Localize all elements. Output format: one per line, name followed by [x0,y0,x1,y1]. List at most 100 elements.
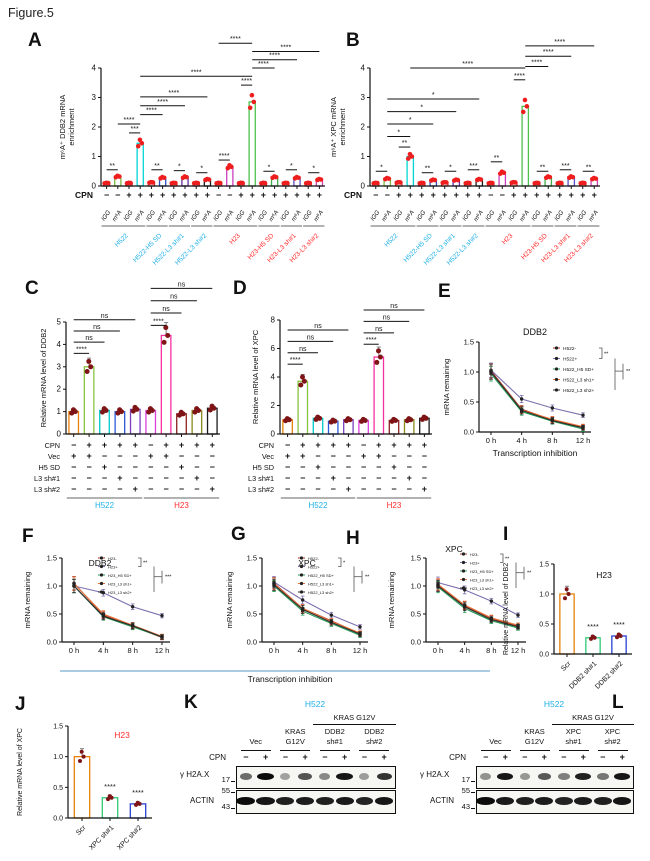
significance-label: ns [375,326,383,333]
y-tick-label: 2 [271,401,276,410]
data-point [462,605,467,609]
significance-label: ** [154,163,160,170]
cpn-value: − [243,752,249,762]
data-point [272,583,276,587]
significance-label: ns [178,281,186,288]
blot-box [476,766,634,789]
data-dot [161,339,167,345]
data-dot [204,176,210,182]
protein-band [359,773,370,780]
x-tick-label: 0 h [433,646,443,655]
condition-row-label: L3 sh#2 [248,485,274,494]
bar [73,756,91,819]
legend-label: H23_L3 sh2+ [470,586,495,591]
condition-value: + [194,473,199,483]
data-dot [135,143,141,149]
condition-row-label: H5 SD [253,463,275,472]
lane-group-label: sh#1 [326,737,343,746]
legend-marker [554,367,559,371]
cpn-value: − [361,752,367,762]
x-tick-label: IGG [369,209,381,222]
panel-letter-k: K [184,692,198,713]
y-axis-label: Relative mRNA level of DDB2 [503,563,510,655]
panel-title: H23 [114,730,130,740]
protein-band [376,773,392,780]
x-tick-label: 12 h [576,436,591,445]
legend-label: H522- [563,346,576,352]
y-tick-label: 1.5 [539,562,549,569]
data-point [329,613,334,617]
significance-bracket [500,553,504,563]
data-dot [520,109,526,115]
condition-value: − [361,462,366,472]
protein-band [537,773,551,780]
data-dot [107,794,112,799]
condition-value: + [407,473,412,483]
significance-label: **** [462,61,473,68]
condition-value: − [346,462,351,472]
x-tick-label: IGG [212,209,224,222]
legend-marker [554,346,559,350]
x-tick-label: 0 h [269,646,279,655]
x-tick-label: m⁶A [518,209,531,223]
lane-group-label: XPC [565,727,582,736]
protein-band [496,797,515,805]
lane-group-label: G12V [524,737,545,746]
data-dot [377,354,383,360]
data-dot [590,634,595,639]
cpn-row-label: CPN [449,753,466,762]
cpn-value: + [419,190,424,200]
significance-label: ns [170,294,178,301]
panel-e-line-chart: 0.0 0.5 1.0 1.5 0 h 4 h 8 h 12 h mRNA remaining D… [442,327,631,458]
cpn-value: + [272,190,277,200]
significance-label: * [312,166,315,173]
cpn-value: + [442,190,447,200]
y-tick-label: 0.5 [53,785,63,792]
significance-label: **** [153,318,164,325]
lane-group-label: G12V [285,737,305,746]
significance-label: **** [104,782,116,791]
cpn-value: + [262,752,269,762]
cpn-value: + [250,190,255,200]
cpn-value: − [322,752,328,762]
legend-label: H522_H5 SD+ [563,367,594,373]
significance-label: *** [165,575,172,581]
condition-value: − [210,473,215,483]
cell-line-label: H522 [304,699,326,709]
data-point [436,584,440,588]
data-dot [249,92,255,98]
legend-label: H522_L3 sh1+ [308,581,335,586]
condition-value: + [194,440,199,450]
cpn-value: − [216,190,221,200]
condition-value: − [71,440,76,450]
significance-label: ** [494,155,500,162]
condition-value: + [102,440,107,450]
condition-value: − [102,484,107,494]
bar [83,366,95,435]
significance-label: ** [540,164,546,171]
condition-value: − [133,473,138,483]
cpn-value: + [454,190,459,200]
figure-label: Figure.5 [8,6,54,20]
data-dot [511,179,516,185]
cpn-value: + [160,190,165,200]
data-dot [283,180,288,186]
data-line [273,583,361,634]
protein-band [535,797,554,805]
panel-letter-d: D [233,278,247,299]
significance-label: ** [604,351,609,357]
panel-l-western-blot: H522 KRAS G12V Vec KRAS G12V XPC sh#1 XPC sh#2 CP… [418,692,650,827]
data-dot [345,416,351,422]
cpn-value: + [396,190,401,200]
x-tick-label: 8 h [127,646,137,655]
condition-value: − [331,451,336,461]
cpn-value: + [465,190,470,200]
significance-label: ns [383,314,391,321]
data-dot [301,378,307,384]
cpn-value: + [205,190,210,200]
legend-marker [461,552,466,556]
condition-value: + [71,451,76,461]
data-dot [147,406,153,412]
data-dot [591,175,597,181]
cpn-value: − [115,190,120,200]
